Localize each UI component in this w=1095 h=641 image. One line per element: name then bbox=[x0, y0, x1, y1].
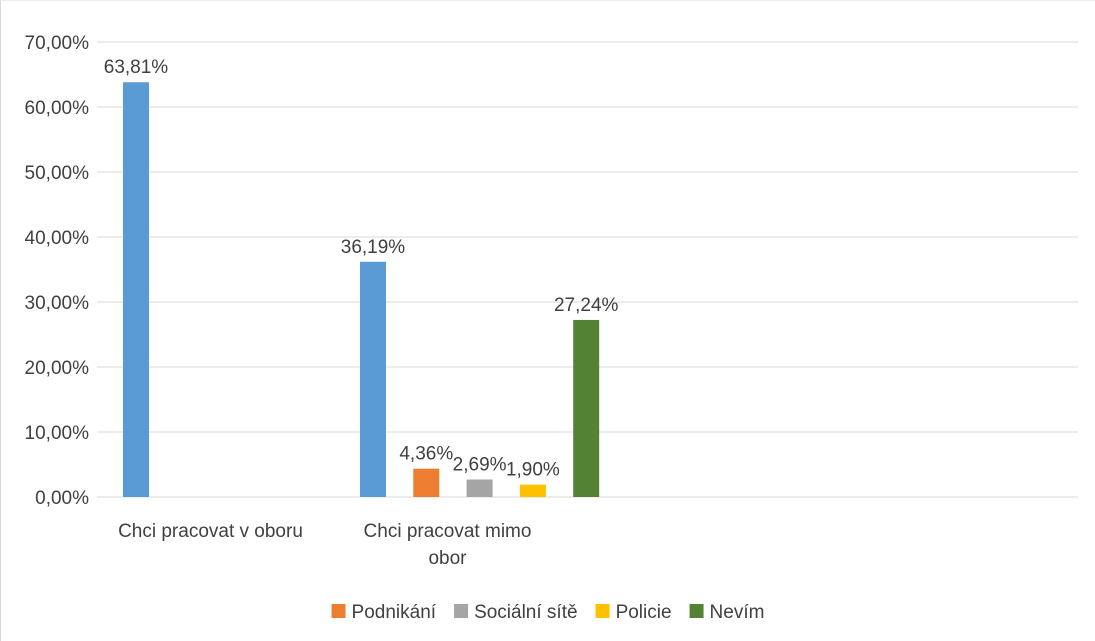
data-label: 4,36% bbox=[399, 444, 453, 465]
bar bbox=[466, 479, 493, 497]
bar bbox=[413, 468, 440, 497]
bar bbox=[123, 82, 149, 498]
y-tick-label: 40,00% bbox=[25, 228, 90, 249]
y-tick-label: 0,00% bbox=[35, 488, 89, 509]
legend-label: Policie bbox=[616, 602, 672, 623]
x-category-label: obor bbox=[428, 548, 467, 569]
legend-label: Nevím bbox=[710, 602, 765, 623]
legend: Podnikání Sociální sítě Policie Nevím bbox=[331, 602, 765, 623]
legend-label: Sociální sítě bbox=[474, 602, 578, 623]
x-category-label: Chci pracovat mimo bbox=[364, 521, 532, 542]
data-label: 2,69% bbox=[453, 455, 507, 476]
data-labels: 63,81% 36,19% 4,36%2,69% 1,90% 27,24% bbox=[104, 57, 619, 480]
data-label: 36,19% bbox=[341, 237, 406, 258]
legend-label: Podnikání bbox=[352, 602, 437, 623]
bar bbox=[573, 319, 600, 497]
y-tick-label: 70,00% bbox=[25, 33, 90, 54]
data-label: 27,24% bbox=[554, 295, 619, 316]
bar bbox=[519, 484, 546, 497]
y-tick-label: 60,00% bbox=[25, 98, 90, 119]
legend-swatch bbox=[689, 604, 704, 618]
y-axis: 0,00% 10,00% 20,00% 30,00% 40,00% 50,00% 60,00… bbox=[25, 33, 90, 509]
x-axis: Chci pracovat v oboru Chci pracovat mimo o… bbox=[118, 521, 531, 569]
legend-swatch bbox=[454, 604, 469, 618]
x-category-label: Chci pracovat v oboru bbox=[118, 521, 303, 542]
y-tick-label: 20,00% bbox=[25, 358, 90, 379]
data-label: 63,81% bbox=[104, 57, 169, 78]
legend-swatch bbox=[331, 604, 346, 618]
y-tick-label: 30,00% bbox=[25, 293, 90, 314]
bars bbox=[123, 82, 600, 498]
bar bbox=[360, 261, 386, 497]
y-tick-label: 50,00% bbox=[25, 163, 90, 184]
data-label: 1,90% bbox=[506, 460, 560, 481]
legend-swatch bbox=[595, 604, 610, 618]
y-tick-label: 10,00% bbox=[25, 423, 90, 444]
